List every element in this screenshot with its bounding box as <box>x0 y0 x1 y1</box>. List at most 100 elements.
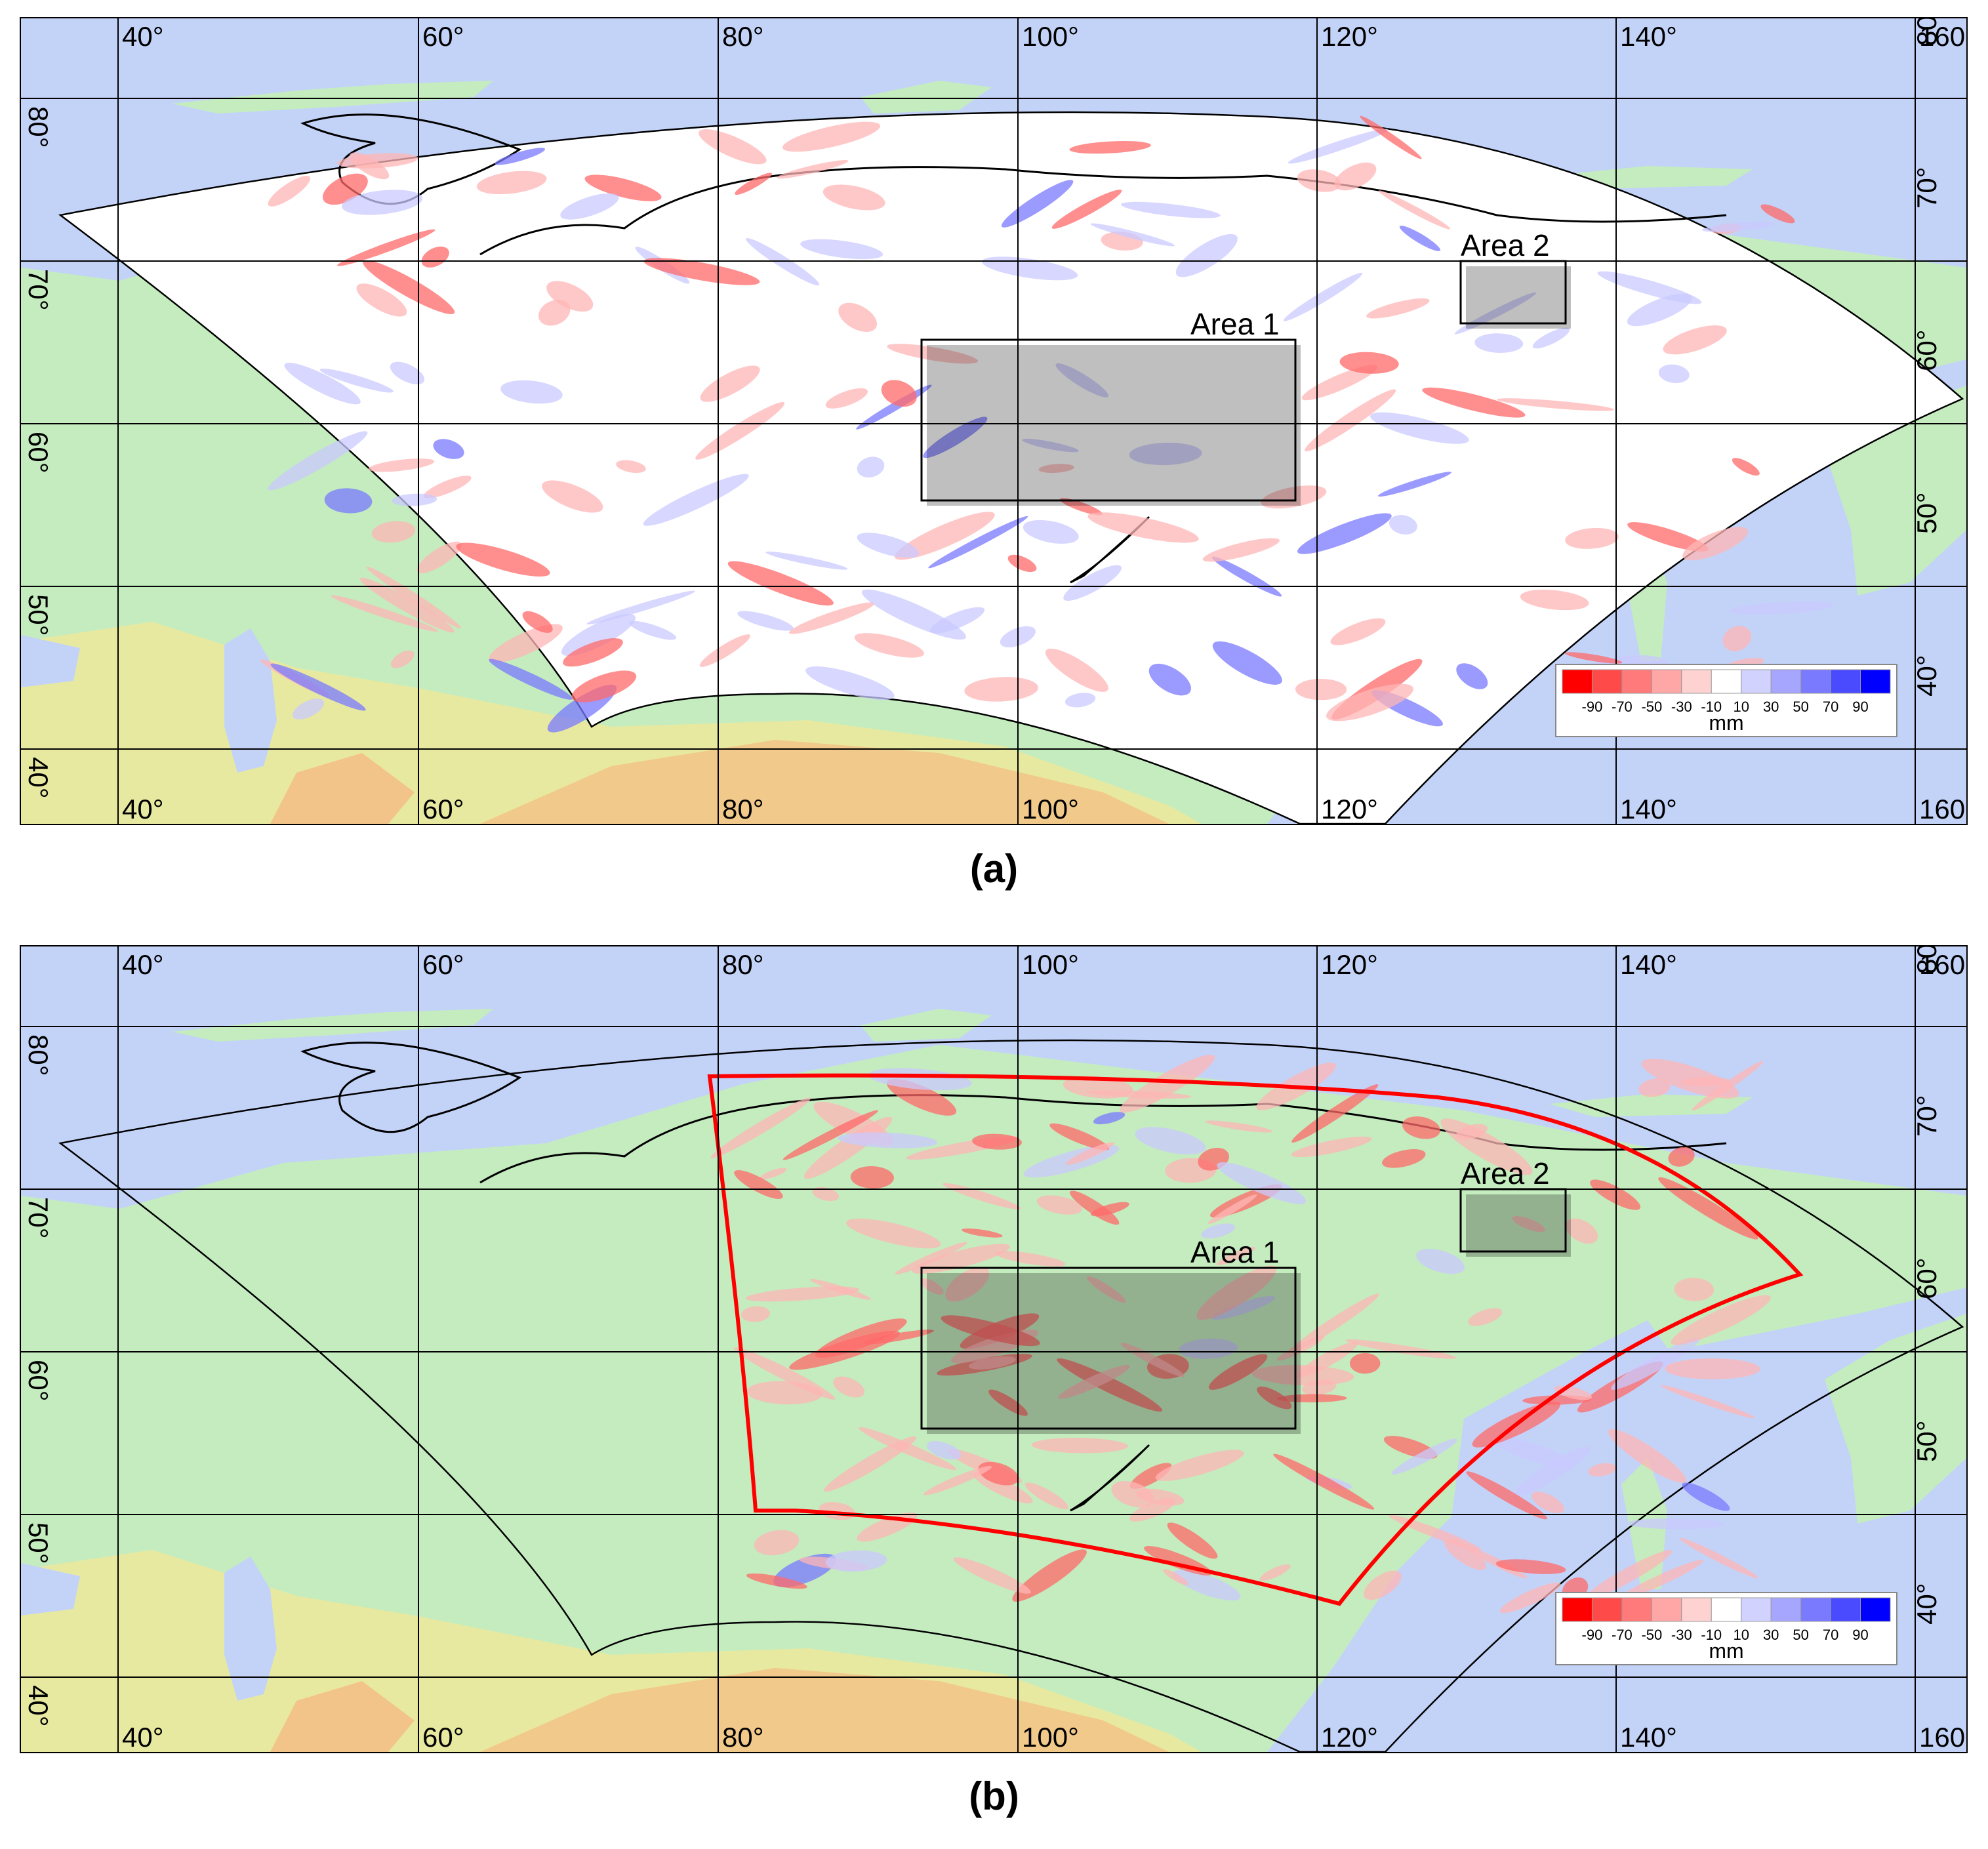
anomaly-blob <box>777 160 849 179</box>
colorbar-swatch <box>1651 1597 1682 1622</box>
anomaly-blob <box>941 1315 1040 1347</box>
lon-label-top: 160° <box>1919 21 1966 52</box>
anomaly-blob <box>1305 389 1396 452</box>
map-canvas-a: 40° 40° 60° 60° 80° 80° 100° 100° 120° 120° 140° 14… <box>21 18 1966 824</box>
colorbar-swatch <box>1621 1597 1652 1622</box>
anomaly-blob <box>1261 485 1327 509</box>
anomaly-blob <box>1301 365 1378 401</box>
colorbar-swatch <box>1562 669 1592 694</box>
anomaly-blob <box>822 184 885 211</box>
anomaly-blob <box>1093 1112 1126 1125</box>
anomaly-blob <box>857 533 919 558</box>
anomaly-blob <box>964 677 1038 702</box>
area-label: Area 2 <box>1461 1156 1550 1190</box>
anomaly-blob <box>788 602 875 634</box>
anomaly-blob <box>854 633 924 658</box>
anomaly-blob <box>1512 1216 1545 1232</box>
colorbar-unit: mm <box>1709 711 1743 735</box>
anomaly-blob <box>981 256 1078 281</box>
lon-label-bottom: 60° <box>422 1722 464 1752</box>
anomaly-blob <box>1671 1295 1771 1345</box>
caspian-sea <box>224 1556 277 1701</box>
colorbar-swatch <box>1860 1597 1891 1622</box>
colorbar-swatch <box>1741 669 1772 694</box>
anomaly-blob <box>700 365 760 402</box>
anomaly-blob <box>1399 226 1441 251</box>
lon-label-bottom: 100° <box>1022 1722 1079 1752</box>
anomaly-blob <box>953 1557 1031 1594</box>
island-severnaya <box>861 81 992 113</box>
lon-label-top: 100° <box>1022 949 1079 980</box>
anomaly-blob <box>390 361 425 384</box>
anomaly-blob <box>1007 554 1037 573</box>
anomaly-blob <box>323 173 368 205</box>
colorbar-tick-label: 10 <box>1733 1627 1749 1643</box>
anomaly-blob <box>359 577 455 633</box>
model-domain <box>58 111 1964 824</box>
colorbar-tick-label: -10 <box>1701 1627 1722 1643</box>
anomaly-blob <box>699 634 750 667</box>
lat-label-right: 60° <box>1911 329 1942 371</box>
anomaly-blob <box>1466 1471 1547 1520</box>
colorbar-tick-label: 50 <box>1793 1627 1808 1643</box>
lat-label-right: 80° <box>1911 946 1942 974</box>
domain-outline <box>58 111 1964 824</box>
anomaly-blob <box>782 1110 878 1160</box>
area-box-shadow <box>1466 266 1571 329</box>
anomaly-blob <box>1129 442 1202 466</box>
anomaly-blob <box>324 488 373 514</box>
anomaly-blob <box>1444 1538 1486 1570</box>
land-highlands <box>480 1668 1169 1752</box>
anomaly-blob <box>522 611 553 633</box>
anomaly-blob <box>927 1440 962 1460</box>
anomaly-blob <box>489 624 563 663</box>
lat-label-left: 60° <box>23 432 54 474</box>
anomaly-blob <box>417 541 462 573</box>
anomaly-blob <box>1216 1246 1256 1266</box>
lon-label-bottom: 60° <box>422 794 464 824</box>
lat-label-right: 40° <box>1911 1583 1942 1625</box>
island-franz-josef <box>172 81 493 113</box>
anomaly-blob <box>561 613 636 657</box>
anomaly-blob <box>1031 1438 1128 1453</box>
anomaly-blob <box>1297 1341 1358 1377</box>
coastline-baikal <box>1070 516 1150 584</box>
lat-label-left: 80° <box>23 1034 54 1076</box>
anomaly-blob <box>1668 1147 1695 1167</box>
anomaly-blob <box>571 670 637 702</box>
lon-label-top: 100° <box>1022 21 1079 52</box>
anomaly-blob <box>1297 513 1392 554</box>
colorbar-swatch <box>1770 669 1802 694</box>
anomaly-blob <box>881 380 917 407</box>
anomaly-blob <box>895 1242 967 1274</box>
lon-label-top: 140° <box>1620 21 1677 52</box>
anomaly-blob <box>421 246 449 268</box>
land-caucasus <box>270 753 415 824</box>
map-panel-a: 40° 40° 60° 60° 80° 80° 100° 100° 120° 120° 140° 14… <box>20 17 1968 825</box>
caspian-sea <box>224 628 277 773</box>
lon-label-top: 40° <box>122 949 164 980</box>
colorbar-tick-label: -90 <box>1582 699 1603 715</box>
lat-label-left: 60° <box>23 1360 54 1402</box>
lat-label-right: 50° <box>1911 492 1942 534</box>
coastline-baikal <box>1070 1444 1150 1512</box>
anomaly-blob <box>754 1530 800 1556</box>
land-caucasus <box>270 1681 415 1752</box>
lon-label-bottom: 100° <box>1022 794 1079 824</box>
colorbar-tick-label: 10 <box>1733 699 1749 715</box>
anomaly-blob <box>1732 458 1760 476</box>
lon-label-bottom: 40° <box>122 794 164 824</box>
anomaly-blob <box>861 589 966 640</box>
anomaly-blob <box>268 431 368 491</box>
colorbar-swatch <box>1770 1597 1802 1622</box>
lat-label-right: 70° <box>1911 167 1942 209</box>
anomaly-blob <box>1532 1492 1564 1514</box>
anomaly-blob <box>1091 1202 1129 1217</box>
anomaly-field <box>710 1054 1771 1614</box>
anomaly-blob <box>1070 1190 1120 1225</box>
map-canvas-b: 40° 40° 60° 60° 80° 80° 100° 100° 120° 120° 140° 14… <box>21 946 1966 1752</box>
anomaly-blob <box>392 493 437 506</box>
anomaly-blob <box>1179 1338 1238 1359</box>
lat-label-right: 60° <box>1911 1257 1942 1299</box>
anomaly-blob <box>1468 1308 1503 1326</box>
